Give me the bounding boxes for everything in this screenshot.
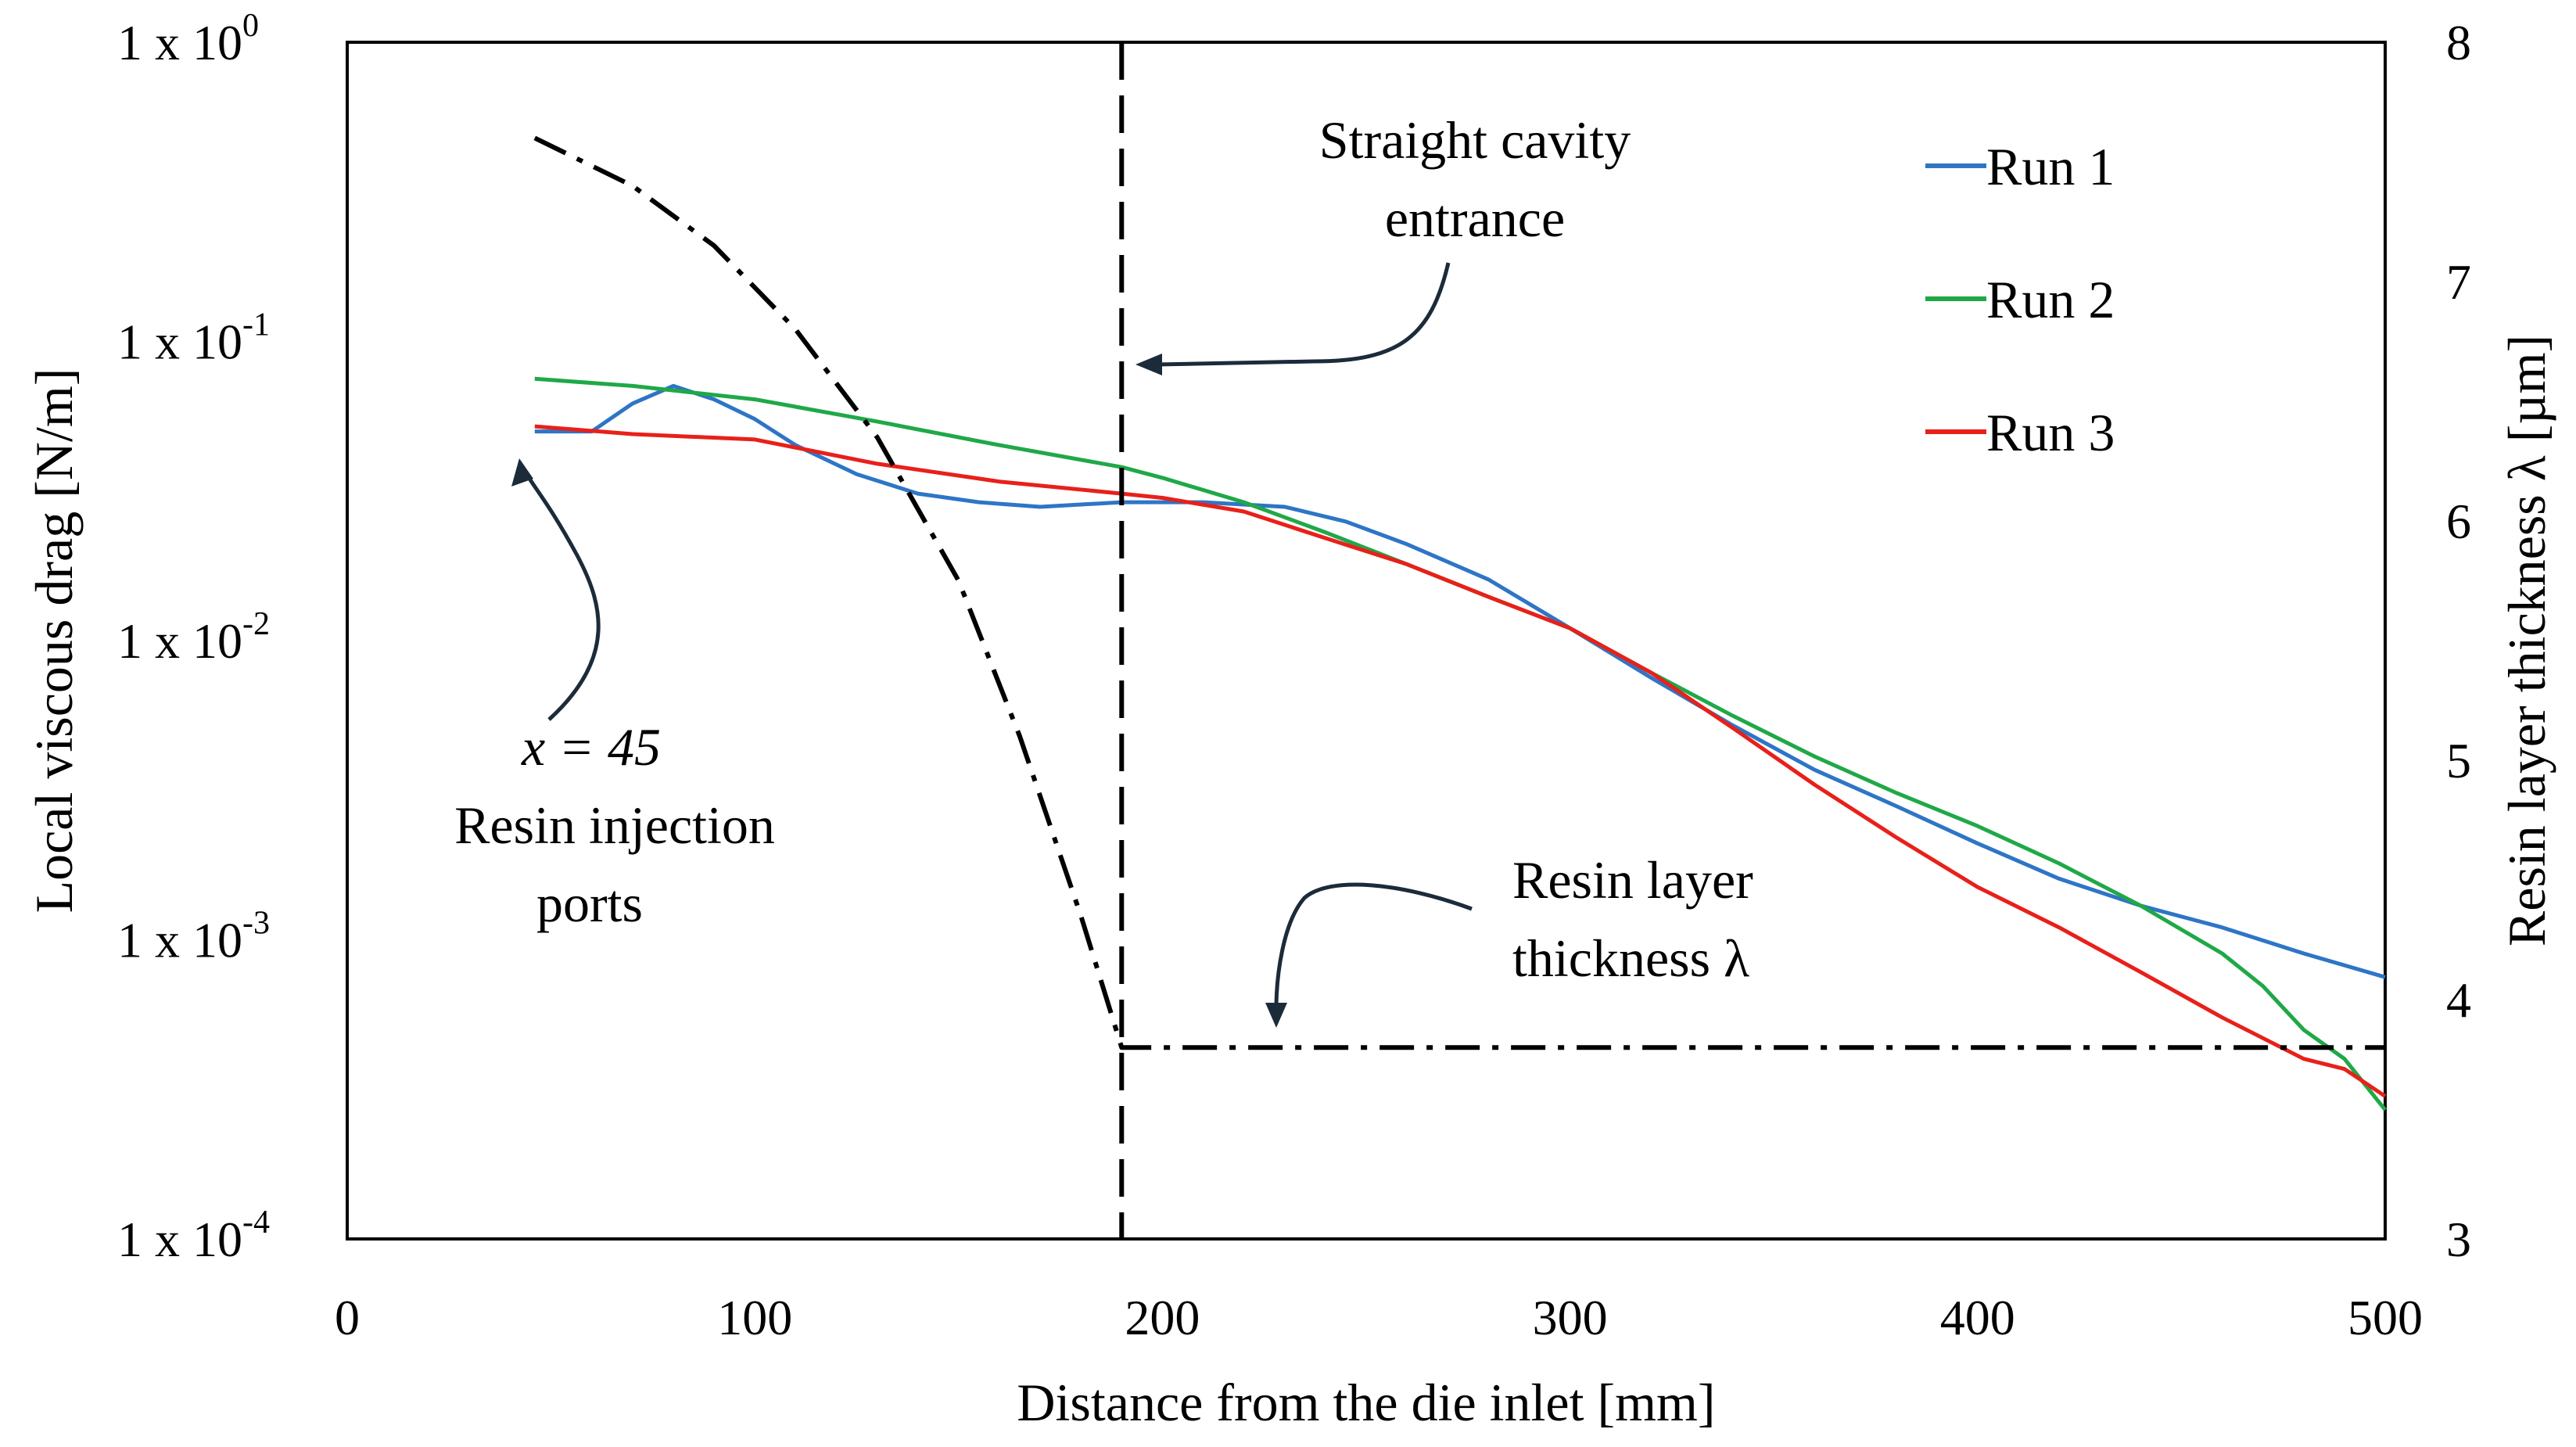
injection-label-line-1: Resin injection xyxy=(454,795,775,855)
y-right-tick-label: 3 xyxy=(2446,1212,2471,1267)
y-right-tick-labels: 3 4 5 6 7 8 xyxy=(2446,15,2471,1267)
x-tick-label: 0 xyxy=(335,1290,360,1345)
y-right-tick-label: 4 xyxy=(2446,972,2471,1028)
x-tick-label: 300 xyxy=(1533,1290,1608,1345)
y-right-axis-title: Resin layer thickness λ [µm] xyxy=(2497,335,2556,946)
x-tick-label: 500 xyxy=(2348,1290,2423,1345)
resin-layer-arrow xyxy=(1274,882,1473,1010)
resin-layer-annotation: Resin layer thickness λ xyxy=(1265,850,1753,1028)
x-tick-label: 200 xyxy=(1125,1290,1200,1345)
entrance-label-line-2: entrance xyxy=(1385,189,1565,248)
y-tick-label: 1 x 100 xyxy=(117,8,259,70)
y-right-tick-label: 8 xyxy=(2446,15,2471,70)
y-tick-labels: 1 x 100 1 x 10-1 1 x 10-2 1 x 10-3 1 x 10-4 xyxy=(117,8,270,1267)
resin-layer-label-line-2: thickness λ xyxy=(1512,928,1749,988)
resin-layer-label-line-1: Resin layer xyxy=(1512,850,1753,910)
y-tick-label: 1 x 10-1 xyxy=(117,307,270,370)
injection-label-line-2: ports xyxy=(536,874,643,933)
y-axis-title: Local viscous drag [N/m] xyxy=(24,368,84,914)
plot-area xyxy=(346,41,2387,1241)
legend-label-run-3: Run 3 xyxy=(1986,403,2115,462)
x-axis-title: Distance from the die inlet [mm] xyxy=(1017,1373,1715,1432)
entrance-arrow xyxy=(1157,262,1451,367)
y-tick-label: 1 x 10-2 xyxy=(117,606,270,669)
y-tick-label: 1 x 10-4 xyxy=(117,1205,270,1267)
injection-arrow xyxy=(522,468,601,721)
entrance-arrowhead xyxy=(1136,354,1162,375)
y-right-tick-label: 6 xyxy=(2446,494,2471,549)
x-tick-label: 400 xyxy=(1940,1290,2015,1345)
legend-label-run-1: Run 1 xyxy=(1986,137,2115,196)
x-tick-label: 100 xyxy=(717,1290,792,1345)
y-right-tick-label: 5 xyxy=(2446,733,2471,788)
injection-annotation: x = 45 Resin injection ports xyxy=(454,458,775,933)
entrance-annotation: Straight cavity entrance xyxy=(1136,110,1631,375)
resin-layer-arrowhead xyxy=(1265,1003,1287,1028)
run-2-line xyxy=(534,376,2387,1111)
run-3-line xyxy=(534,424,2387,1098)
legend: Run 1 Run 2 Run 3 xyxy=(1925,137,2115,462)
x-tick-labels: 0 100 200 300 400 500 xyxy=(335,1290,2423,1345)
run-1-line xyxy=(534,383,2386,979)
legend-label-run-2: Run 2 xyxy=(1986,270,2115,329)
resin-layer-thickness-line xyxy=(533,135,2385,1050)
y-right-tick-label: 7 xyxy=(2446,254,2471,310)
y-tick-label: 1 x 10-3 xyxy=(117,906,270,968)
injection-arrowhead xyxy=(511,458,533,487)
entrance-label-line-1: Straight cavity xyxy=(1319,110,1631,170)
series-group xyxy=(533,135,2387,1111)
injection-x-label: x = 45 xyxy=(521,717,661,777)
